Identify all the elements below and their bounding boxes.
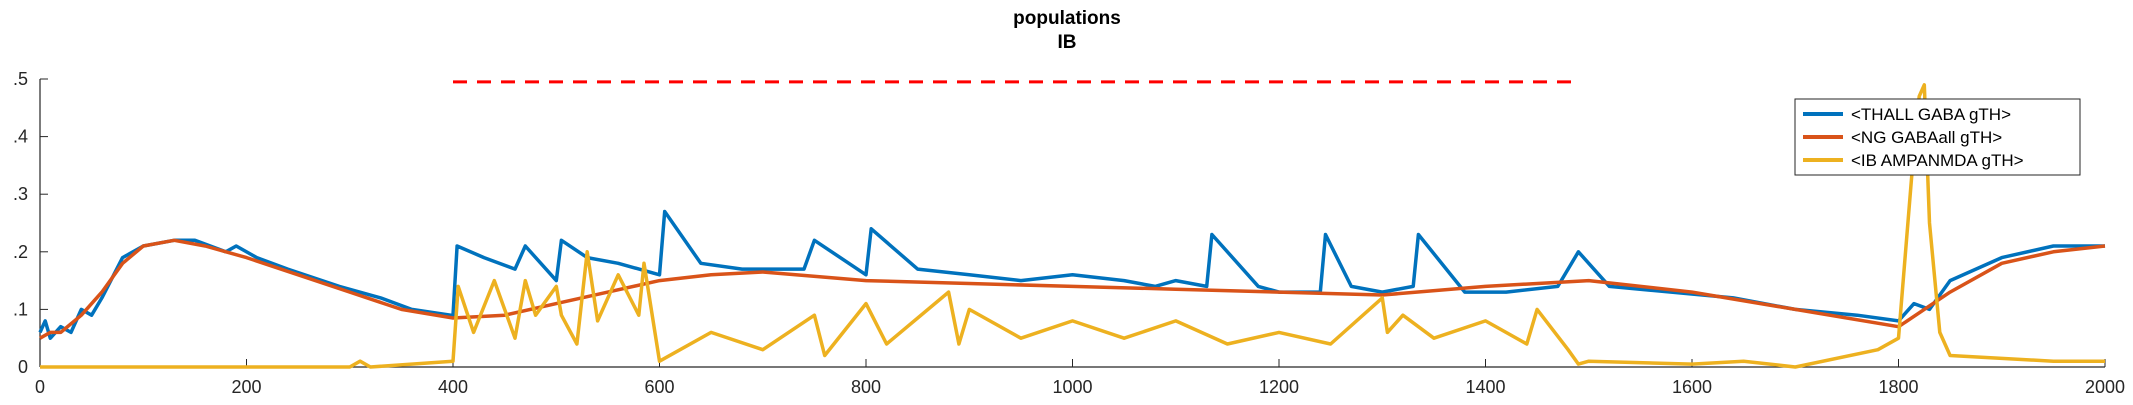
x-tick-label: 1600 <box>1672 377 1712 397</box>
legend-entry: <NG GABAall gTH> <box>1851 128 2002 147</box>
x-tick-label: 0 <box>35 377 45 397</box>
x-tick-label: 200 <box>231 377 261 397</box>
series-line-3 <box>40 83 2105 369</box>
x-tick-label: 800 <box>851 377 881 397</box>
x-tick-label: 600 <box>644 377 674 397</box>
chart-subtitle: IB <box>1058 32 1077 53</box>
x-tick-label: 2000 <box>2085 377 2125 397</box>
x-tick-label: 1800 <box>1878 377 1918 397</box>
x-tick-label: 1000 <box>1052 377 1092 397</box>
legend: <THALL GABA gTH> <NG GABAall gTH> <IB AMPA… <box>1794 98 2081 176</box>
y-tick-label: .1 <box>13 299 28 319</box>
x-tick-label: 400 <box>438 377 468 397</box>
y-tick-label: .3 <box>13 184 28 204</box>
x-tick-label: 1200 <box>1259 377 1299 397</box>
axes: 0 200 400 600 800 1000 1200 1400 1600 1800 2000 0 .1… <box>13 69 2125 397</box>
legend-entry: <THALL GABA gTH> <box>1851 105 2011 124</box>
y-tick-label: 0 <box>18 357 28 377</box>
series-layer <box>38 83 2106 369</box>
y-tick-label: .2 <box>13 242 28 262</box>
chart-title: populations <box>1013 8 1121 29</box>
series-line-2 <box>39 238 2106 340</box>
y-tick-label: .5 <box>13 69 28 89</box>
legend-entry: <IB AMPANMDA gTH> <box>1851 151 2024 170</box>
y-tick-label: .4 <box>13 127 28 147</box>
x-tick-label: 1400 <box>1465 377 1505 397</box>
